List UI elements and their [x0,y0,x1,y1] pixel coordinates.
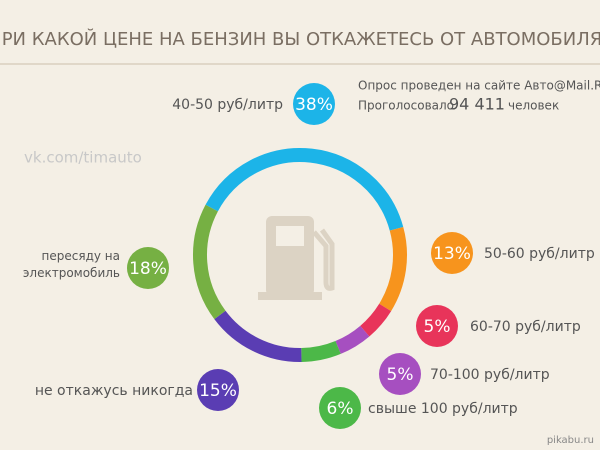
value-label: 18% [129,259,167,279]
source: pikabu.ru [547,435,594,446]
bubble [127,247,169,289]
ring-segment [301,340,341,362]
watermark: vk.com/timauto [24,149,142,167]
category-label: свыше 100 руб/литр [368,401,518,417]
chart-title: ПРИ КАКОЙ ЦЕНЕ НА БЕНЗИН ВЫ ОТКАЖЕТЕСЬ О… [0,28,600,50]
subtitle: Опрос проведен на сайте Авто@Mail.Ru [358,79,600,93]
bubble [197,369,239,411]
votes-prefix: Проголосовало [358,99,454,113]
votes: 94 411 [449,95,505,114]
fuel-icon [258,216,335,300]
ring-segment [379,226,407,312]
category-label: 60-70 руб/литр [470,319,581,335]
category-label: 70-100 руб/литр [430,367,550,383]
category-label: 50-60 руб/литр [484,246,595,262]
bubble [379,353,421,395]
ring-segment [335,325,370,354]
value-label: 38% [295,95,333,115]
bubble [431,232,473,274]
value-label: 5% [387,365,414,385]
value-label: 6% [327,399,354,419]
bubble [319,387,361,429]
ring-segment [214,310,302,362]
ring-segment [205,148,404,231]
category-label: не откажусь никогда [35,383,193,399]
ring-segment [360,303,392,337]
value-label: 13% [433,244,471,264]
value-label: 5% [424,317,451,337]
category-label: 40-50 руб/литр [172,97,283,113]
category-label: пересяду на электромобиль [22,249,120,280]
bubble [416,305,458,347]
value-label: 15% [199,381,237,401]
bubble [293,83,335,125]
ring-segment [193,204,226,320]
votes-suffix: человек [508,99,559,113]
